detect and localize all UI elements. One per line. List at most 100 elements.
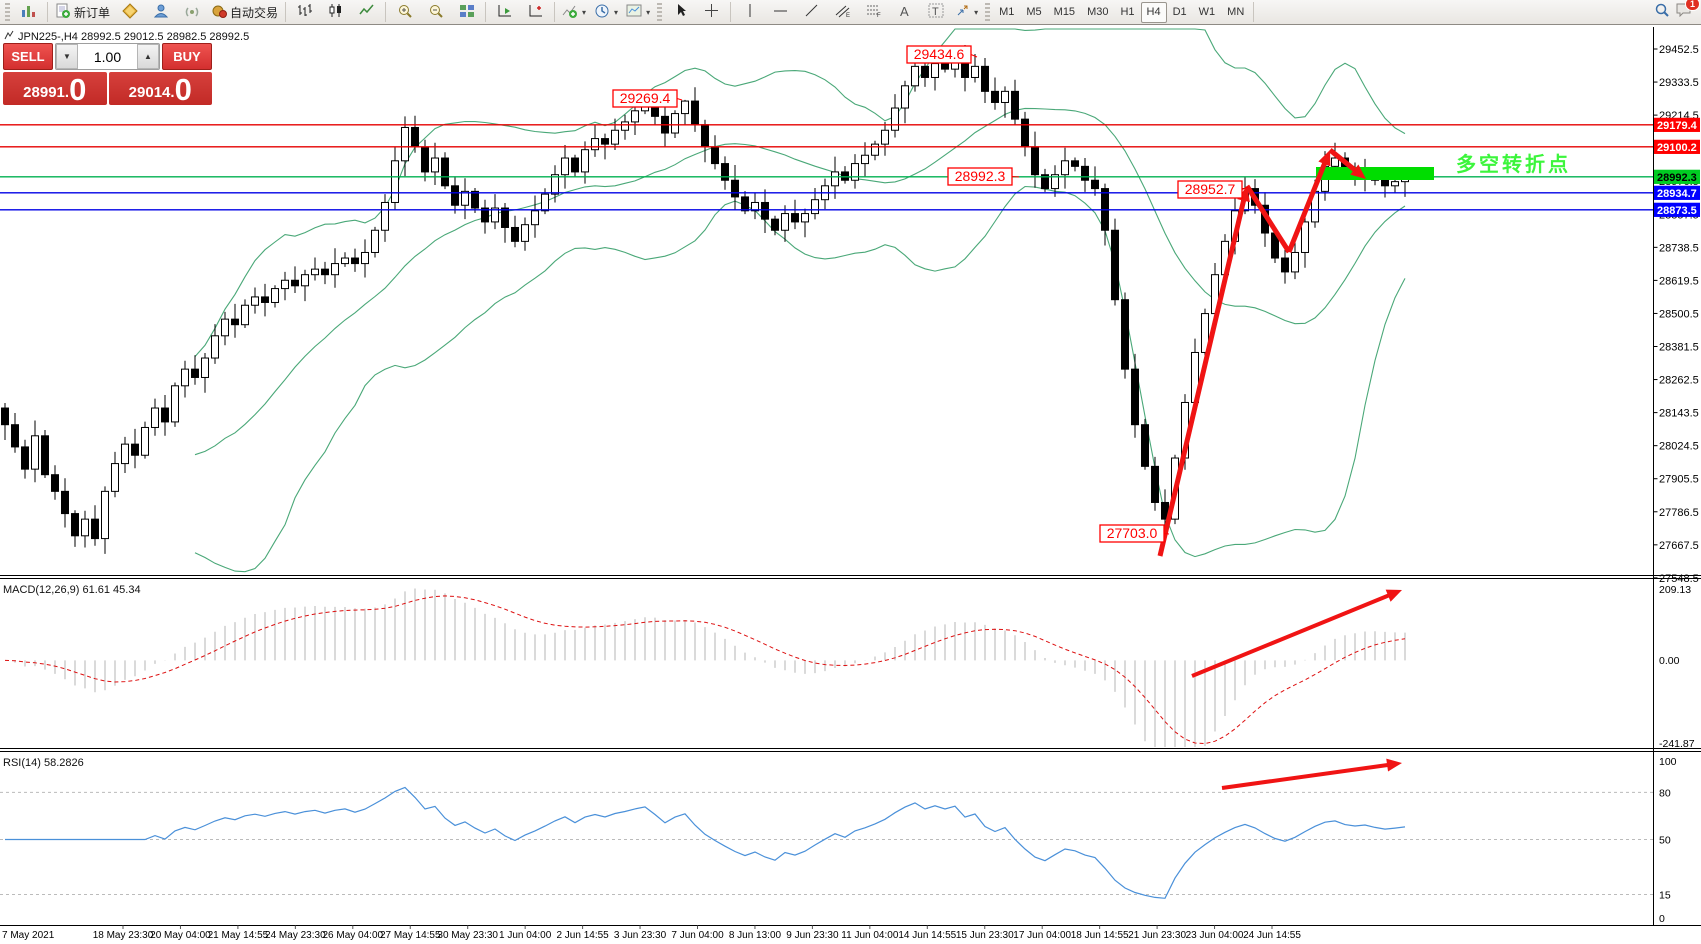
price-label-box[interactable] <box>947 167 1013 186</box>
line-chart-mode-button[interactable] <box>351 1 382 24</box>
svg-text:80: 80 <box>1659 787 1671 799</box>
autotrade-button[interactable]: 自动交易 <box>207 1 282 24</box>
svg-text:A: A <box>900 4 909 18</box>
symbol-ohlc-bar: JPN225-,H4 28992.5 29012.5 28982.5 28992… <box>4 30 249 43</box>
chart-shift-button[interactable] <box>520 1 551 24</box>
tab-m1[interactable]: M1 <box>999 6 1015 18</box>
trendline-tool-button[interactable] <box>796 1 827 24</box>
buy-button[interactable]: BUY <box>162 43 212 70</box>
indicators-button[interactable]: ▾ <box>558 1 590 24</box>
svg-text:28024.5: 28024.5 <box>1659 441 1699 453</box>
svg-text:28738.5: 28738.5 <box>1659 242 1699 254</box>
trend-arrow[interactable] <box>1286 157 1329 253</box>
toolbar-grip[interactable] <box>985 3 991 21</box>
price-label-box[interactable] <box>612 89 678 108</box>
trend-arrow[interactable] <box>1244 184 1292 254</box>
channel-tool-button[interactable]: E <box>827 1 858 24</box>
zoom-in-button[interactable] <box>389 1 420 24</box>
signals-icon <box>184 3 200 22</box>
charts-button[interactable] <box>13 1 44 24</box>
line-chart-icon <box>359 3 374 21</box>
notifications-button[interactable]: 1 <box>1676 0 1700 22</box>
svg-text:29179.4: 29179.4 <box>1657 120 1698 132</box>
svg-text:27786.5: 27786.5 <box>1659 507 1699 519</box>
text-tool-button[interactable]: A <box>889 1 920 24</box>
templates-button[interactable]: ▾ <box>622 1 654 24</box>
tab-h1[interactable]: H1 <box>1120 6 1135 18</box>
chevron-down-icon: ▾ <box>614 7 619 17</box>
toolbar-grip[interactable] <box>5 3 10 21</box>
tab-m5[interactable]: M5 <box>1026 6 1042 18</box>
auto-scroll-button[interactable] <box>489 1 520 24</box>
tab-d1[interactable]: D1 <box>1172 6 1187 18</box>
tile-windows-button[interactable] <box>451 1 482 24</box>
tab-h4[interactable]: H4 <box>1140 1 1167 23</box>
separator <box>1253 2 1255 22</box>
profile-button[interactable] <box>145 1 176 24</box>
crosshair-button[interactable] <box>696 1 727 24</box>
sell-price-display[interactable]: 28991. 0 <box>3 72 107 105</box>
candles <box>1 44 1409 554</box>
candlestick-mode-button[interactable] <box>320 1 351 24</box>
rsi-pane: 100 80 50 15 0 <box>0 756 1677 925</box>
hline-tool-button[interactable] <box>765 1 796 24</box>
toolbar-grip[interactable] <box>657 3 663 21</box>
cursor-button[interactable] <box>665 1 696 24</box>
clock-icon <box>594 3 610 22</box>
svg-text:-241.87: -241.87 <box>1659 738 1695 750</box>
trend-arrow[interactable] <box>1191 591 1395 678</box>
shapes-tool-button[interactable]: ▾ <box>951 1 982 24</box>
trend-arrow[interactable] <box>1221 762 1394 790</box>
svg-text:15: 15 <box>1659 889 1671 901</box>
new-order-button[interactable]: 新订单 <box>51 1 114 24</box>
svg-text:E: E <box>846 13 850 18</box>
bar-chart-icon <box>21 3 36 21</box>
svg-text:9 Jun 23:30: 9 Jun 23:30 <box>786 930 839 941</box>
separator <box>485 2 487 22</box>
fibonacci-tool-button[interactable]: F <box>858 1 889 24</box>
highlight-rectangle[interactable] <box>1316 167 1434 180</box>
volume-increase-button[interactable]: ▲ <box>137 44 159 69</box>
tab-m30[interactable]: M30 <box>1087 6 1109 18</box>
bar-chart-mode-button[interactable] <box>289 1 320 24</box>
text-label-tool-button[interactable]: T <box>920 1 951 24</box>
svg-text:26 May 04:00: 26 May 04:00 <box>322 930 383 941</box>
sell-price-small: 28991. <box>23 84 70 101</box>
svg-text:29333.5: 29333.5 <box>1659 77 1699 89</box>
trend-arrow[interactable] <box>1328 148 1361 176</box>
periods-button[interactable]: ▾ <box>590 1 622 24</box>
market-button[interactable] <box>114 1 145 24</box>
volume-input[interactable] <box>78 44 137 69</box>
zoom-out-button[interactable] <box>420 1 451 24</box>
search-icon[interactable] <box>1654 2 1670 23</box>
svg-text:29269.4: 29269.4 <box>620 90 671 106</box>
signals-button[interactable] <box>176 1 207 24</box>
separator <box>554 2 556 22</box>
svg-text:21 Jun 23:30: 21 Jun 23:30 <box>1128 930 1186 941</box>
symbol-ohlc-text: JPN225-,H4 28992.5 29012.5 28982.5 28992… <box>18 30 250 43</box>
tab-m15[interactable]: M15 <box>1053 6 1076 18</box>
tab-mn[interactable]: MN <box>1227 6 1245 18</box>
indicators-icon <box>562 3 578 22</box>
svg-text:11 Jun 04:00: 11 Jun 04:00 <box>841 930 899 941</box>
autotrade-label: 自动交易 <box>230 5 279 20</box>
trend-arrow[interactable] <box>1157 194 1248 557</box>
svg-text:209.13: 209.13 <box>1659 584 1691 596</box>
sell-button[interactable]: SELL <box>3 43 53 70</box>
price-label-box[interactable] <box>906 45 972 64</box>
svg-text:F: F <box>877 13 881 18</box>
pane-separators <box>0 575 1701 926</box>
tab-w1[interactable]: W1 <box>1198 6 1216 18</box>
macd-pane: 209.13 0.00 -241.87 <box>4 584 1695 750</box>
vertical-line-icon <box>744 3 756 21</box>
price-label-box[interactable] <box>1177 180 1243 199</box>
svg-text:15 Jun 23:30: 15 Jun 23:30 <box>956 930 1014 941</box>
price-label-box[interactable] <box>1099 524 1165 543</box>
chevron-down-icon: ▾ <box>646 7 651 17</box>
annotation-note-text[interactable]: 多空转折点 <box>1456 154 1571 176</box>
volume-decrease-button[interactable]: ▼ <box>56 44 78 69</box>
vline-tool-button[interactable] <box>734 1 765 24</box>
fibonacci-icon: F <box>866 3 882 21</box>
buy-price-display[interactable]: 29014. 0 <box>108 72 212 105</box>
